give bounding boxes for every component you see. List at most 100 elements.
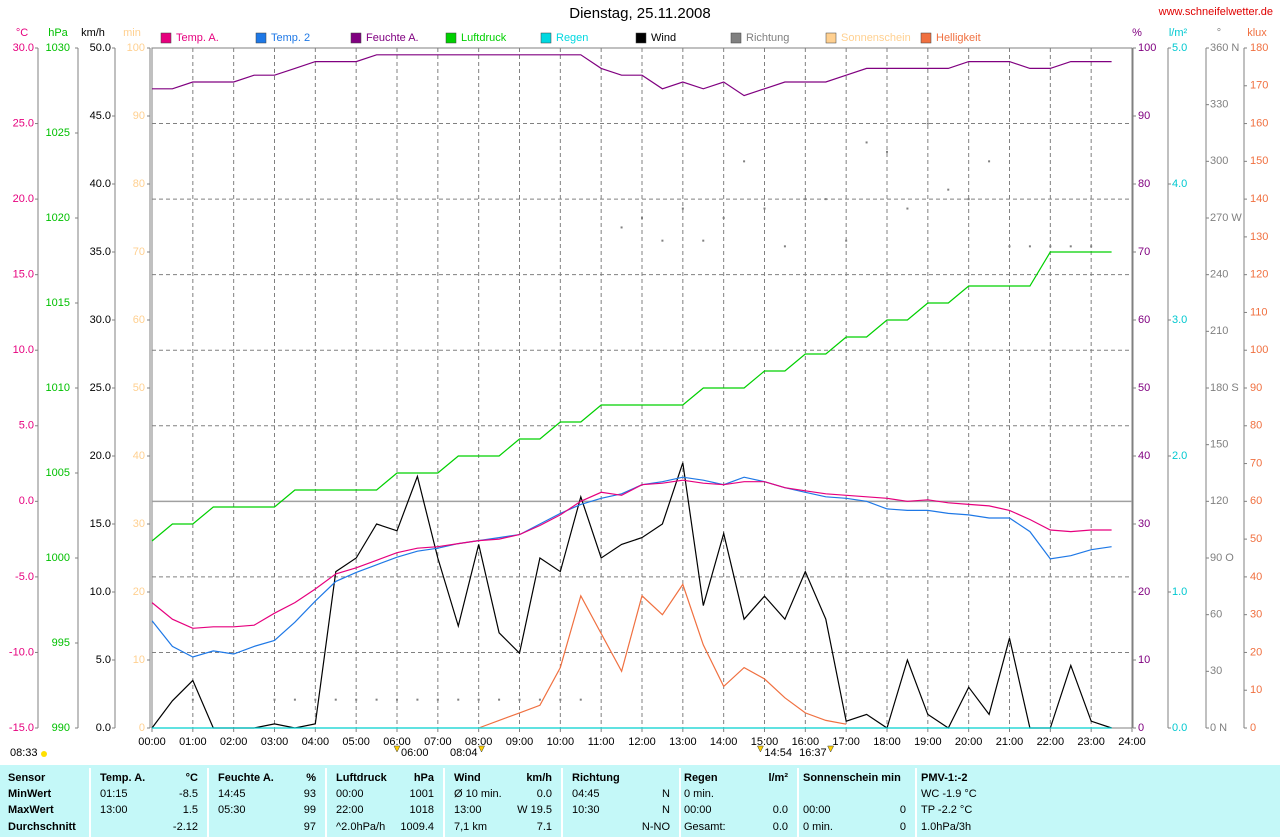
y-tick-label: -10.0 [9, 646, 34, 658]
y-tick-label: 3.0 [1172, 314, 1187, 326]
legend-label: Luftdruck [461, 32, 507, 44]
y-tick-label: 20 [1250, 646, 1262, 658]
x-tick-label: 13:00 [669, 736, 697, 748]
table-cell: 00:00 [803, 804, 831, 816]
legend-swatch [825, 32, 837, 44]
x-tick-label: 16:00 [792, 736, 820, 748]
y-tick-label: 160 [1250, 117, 1268, 129]
table-header: PMV-1:-2 [921, 772, 967, 784]
table-header: Regen [684, 772, 718, 784]
x-tick-label: 11:00 [588, 736, 615, 748]
table-cell: 1.0hPa/3h [921, 821, 971, 833]
x-tick-label: 18:00 [873, 736, 901, 748]
table-cell: N [662, 788, 670, 800]
table-cell: 05:30 [218, 804, 246, 816]
y-tick-label: 100 [127, 42, 145, 54]
direction-dot [1008, 245, 1011, 248]
table-cell: 0 [900, 804, 906, 816]
direction-dot [906, 207, 909, 210]
table-cell: 0.0 [773, 821, 788, 833]
legend-swatch [635, 32, 647, 44]
y-tick-label: 300 [1210, 155, 1228, 167]
direction-dot [314, 698, 317, 701]
y-tick-label: 110 [1250, 306, 1268, 318]
x-tick-label: 24:00 [1118, 736, 1146, 748]
y-tick-label: 30 [1138, 518, 1150, 530]
y-tick-label: 130 [1250, 231, 1268, 243]
x-tick-label: 10:00 [547, 736, 575, 748]
direction-dot [620, 226, 623, 229]
direction-dot [477, 698, 480, 701]
table-cell: 13:00 [100, 804, 128, 816]
y-tick-label: 70 [133, 246, 145, 258]
y-tick-label: 40.0 [90, 178, 111, 190]
y-tick-label: 210 [1210, 325, 1228, 337]
y-tick-label: 5.0 [96, 654, 111, 666]
direction-dot [1049, 245, 1052, 248]
annotation-label: 14:54 [764, 747, 792, 759]
y-tick-label: 360 N [1210, 42, 1239, 54]
table-cell: N-NO [642, 821, 671, 833]
x-tick-label: 15:00 [751, 736, 779, 748]
y-tick-label: 80 [1138, 178, 1150, 190]
y-tick-label: 50 [133, 382, 145, 394]
y-tick-label: 0.0 [19, 495, 34, 507]
y-tick-label: 0 [1138, 722, 1144, 734]
series-line [152, 54, 1112, 97]
y-tick-label: 1020 [46, 212, 70, 224]
table-cell: 1001 [410, 788, 434, 800]
direction-dot [702, 239, 705, 242]
y-tick-label: 2.0 [1172, 450, 1187, 462]
table-cell: 10:30 [572, 804, 600, 816]
direction-dot [559, 698, 562, 701]
annotation-marker [827, 745, 835, 753]
direction-dot [538, 698, 541, 701]
legend-swatch [160, 32, 172, 44]
legend-swatch [540, 32, 552, 44]
y-tick-label: 1005 [46, 467, 70, 479]
table-cell: MinWert [8, 788, 52, 800]
table-cell: 0 [900, 821, 906, 833]
y-tick-label: 60 [1210, 609, 1222, 621]
day-length: 08:33 [10, 747, 38, 759]
x-tick-label: 01:00 [179, 736, 207, 748]
direction-dot [396, 698, 398, 701]
table-header: Richtung [572, 772, 620, 784]
table-header: Sonnenschein min [803, 772, 901, 784]
y-tick-label: 60 [1250, 495, 1262, 507]
x-tick-label: 02:00 [220, 736, 248, 748]
legend-swatch [350, 32, 362, 44]
y-tick-label: 0.0 [96, 722, 111, 734]
y-tick-label: 40 [1138, 450, 1150, 462]
direction-dot [886, 150, 888, 153]
direction-dot [191, 698, 194, 701]
y-tick-label: 10 [1250, 684, 1262, 696]
table-background [0, 765, 1280, 837]
x-tick-label: 22:00 [1037, 736, 1065, 748]
table-cell: -2.12 [173, 821, 198, 833]
annotation-label: 06:00 [401, 747, 429, 759]
y-tick-label: -5.0 [15, 571, 34, 583]
y-tick-label: 1015 [46, 297, 70, 309]
y-tick-label: 15.0 [90, 518, 111, 530]
direction-dot [681, 207, 684, 210]
table-cell: 13:00 [454, 804, 482, 816]
y-tick-label: 60 [1138, 314, 1150, 326]
y-tick-label: 4.0 [1172, 178, 1187, 190]
table-cell: 00:00 [336, 788, 364, 800]
direction-dot [722, 217, 725, 219]
x-tick-label: 07:00 [424, 736, 452, 748]
y-tick-label: 990 [52, 722, 70, 734]
direction-dot [988, 160, 991, 163]
y-tick-label: 45.0 [90, 110, 111, 122]
table-cell: 1018 [410, 804, 434, 816]
annotation-marker [757, 745, 764, 753]
x-tick-label: 08:00 [465, 736, 493, 748]
table-cell: N [662, 804, 670, 816]
table-cell: W 19.5 [517, 804, 552, 816]
direction-dot [967, 198, 970, 201]
y-tick-label: 5.0 [1172, 42, 1187, 54]
y-tick-label: 90 O [1210, 552, 1234, 564]
direction-dot [518, 698, 521, 701]
direction-dot [436, 698, 439, 701]
